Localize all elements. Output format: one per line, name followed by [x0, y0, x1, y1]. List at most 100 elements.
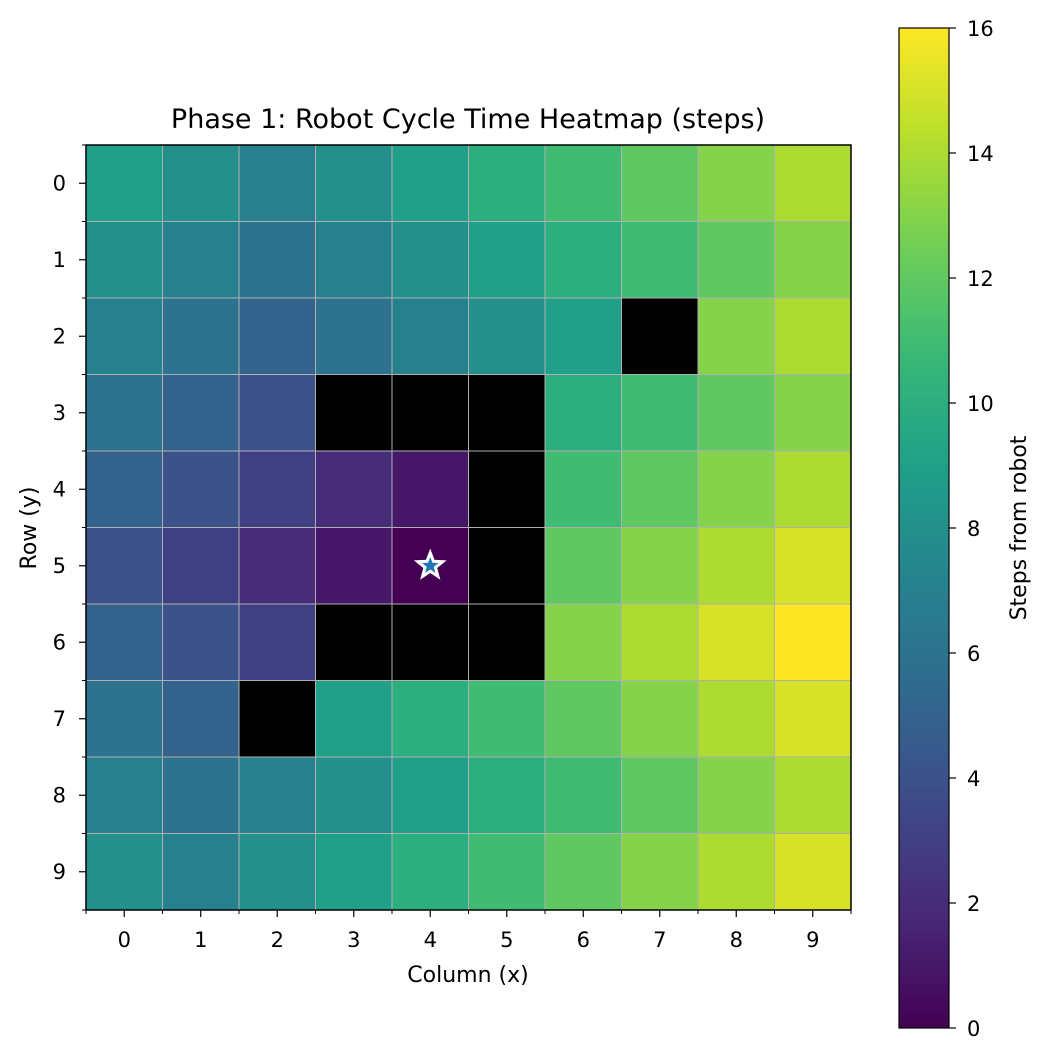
- heatmap-cell: [774, 527, 852, 605]
- heatmap-cell: [774, 145, 852, 222]
- heatmap-cell: [86, 221, 163, 299]
- heatmap-cell: [545, 374, 622, 452]
- heatmap-cell: [545, 451, 622, 528]
- y-tick-label: 1: [53, 248, 66, 272]
- heatmap-cell: [392, 757, 469, 834]
- heatmap-cell: [698, 221, 775, 299]
- heatmap-cell: [315, 145, 393, 222]
- heatmap-cells: [86, 145, 852, 911]
- x-axis: 0 1 2 3 4 5 6 7 8 9: [85, 910, 852, 952]
- heatmap-cell: [468, 221, 546, 299]
- heatmap-cell: [239, 757, 316, 834]
- obstacle-cell: [392, 604, 469, 681]
- colorbar-tick-label: 14: [967, 142, 994, 166]
- heatmap-cell: [239, 833, 316, 911]
- heatmap-cell: [698, 833, 775, 911]
- heatmap-cell: [239, 451, 316, 528]
- heatmap-cell: [774, 680, 852, 758]
- heatmap-cell: [392, 221, 469, 299]
- heatmap-cell: [86, 451, 163, 528]
- obstacle-cell: [468, 374, 546, 452]
- heatmap-cell: [774, 604, 852, 681]
- heatmap-cell: [545, 298, 622, 375]
- heatmap-cell: [162, 604, 240, 681]
- heatmap-cell: [698, 298, 775, 375]
- colorbar-tick-label: 6: [967, 642, 980, 666]
- x-tick-label: 0: [118, 928, 131, 952]
- colorbar-tick-label: 0: [967, 1017, 980, 1041]
- heatmap-cell: [774, 298, 852, 375]
- heatmap-cell: [315, 527, 393, 605]
- heatmap-cell: [698, 604, 775, 681]
- x-tick-label: 6: [577, 928, 590, 952]
- obstacle-cell: [621, 298, 699, 375]
- heatmap-cell: [774, 833, 852, 911]
- heatmap-cell: [698, 680, 775, 758]
- heatmap-cell: [86, 527, 163, 605]
- heatmap-cell: [162, 451, 240, 528]
- heatmap-cell: [392, 298, 469, 375]
- heatmap-cell: [621, 604, 699, 681]
- heatmap-cell: [468, 757, 546, 834]
- obstacle-cell: [468, 451, 546, 528]
- colorbar-tick-label: 4: [967, 767, 980, 791]
- heatmap-cell: [239, 298, 316, 375]
- heatmap-cell: [162, 145, 240, 222]
- y-tick-label: 8: [53, 783, 66, 807]
- obstacle-cell: [468, 604, 546, 681]
- heatmap-cell: [698, 451, 775, 528]
- y-tick-label: 2: [53, 324, 66, 348]
- heatmap-cell: [698, 374, 775, 452]
- heatmap-cell: [468, 145, 546, 222]
- heatmap-cell: [162, 527, 240, 605]
- heatmap-cell: [621, 527, 699, 605]
- heatmap-cell: [774, 451, 852, 528]
- y-tick-label: 0: [53, 171, 66, 195]
- x-tick-label: 2: [271, 928, 284, 952]
- heatmap-cell: [315, 833, 393, 911]
- heatmap-cell: [239, 604, 316, 681]
- heatmap-cell: [545, 221, 622, 299]
- heatmap-cell: [468, 298, 546, 375]
- heatmap-cell: [239, 374, 316, 452]
- heatmap-cell: [621, 833, 699, 911]
- heatmap-cell: [162, 298, 240, 375]
- heatmap-cell: [162, 833, 240, 911]
- heatmap-cell: [162, 680, 240, 758]
- x-axis-label: Column (x): [407, 963, 528, 988]
- heatmap-cell: [621, 145, 699, 222]
- colorbar-tick-label: 10: [967, 392, 994, 416]
- obstacle-cell: [468, 527, 546, 605]
- x-tick-label: 3: [347, 928, 360, 952]
- colorbar-tick-label: 8: [967, 517, 980, 541]
- x-tick-label: 9: [806, 928, 819, 952]
- heatmap-cell: [239, 221, 316, 299]
- colorbar-tick-label: 12: [967, 267, 994, 291]
- obstacle-cell: [315, 604, 393, 681]
- heatmap-cell: [392, 680, 469, 758]
- x-tick-label: 1: [194, 928, 207, 952]
- heatmap-cell: [774, 221, 852, 299]
- heatmap-cell: [621, 451, 699, 528]
- heatmap-cell: [315, 757, 393, 834]
- robot-star-marker: [413, 548, 447, 580]
- heatmap-cell: [468, 680, 546, 758]
- heatmap-cell: [621, 374, 699, 452]
- heatmap-cell: [545, 757, 622, 834]
- heatmap-cell: [315, 451, 393, 528]
- heatmap-cell: [621, 680, 699, 758]
- obstacle-cell: [392, 374, 469, 452]
- heatmap-cell: [162, 221, 240, 299]
- heatmap-cell: [86, 298, 163, 375]
- heatmap-cell: [774, 757, 852, 834]
- heatmap-cell: [545, 680, 622, 758]
- x-tick-label: 5: [500, 928, 513, 952]
- heatmap-cell: [239, 527, 316, 605]
- heatmap-cell: [315, 298, 393, 375]
- heatmap-cell: [392, 145, 469, 222]
- colorbar-tick-label: 16: [967, 17, 994, 41]
- heatmap-cell: [468, 833, 546, 911]
- heatmap-cell: [315, 221, 393, 299]
- chart-title: Phase 1: Robot Cycle Time Heatmap (steps…: [171, 104, 765, 135]
